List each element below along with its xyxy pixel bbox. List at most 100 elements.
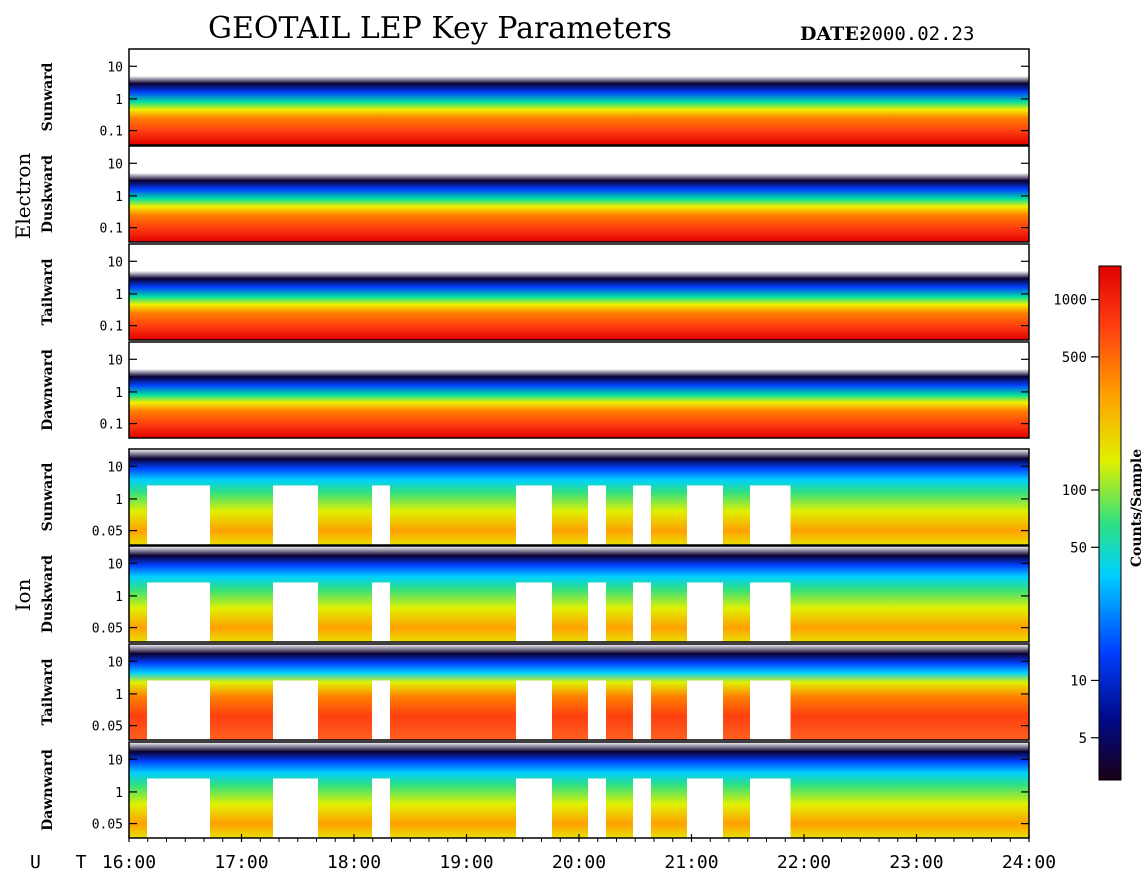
panel-electron-tailward: Tailward 10 1 0.1 <box>40 243 1030 341</box>
colorbar-tick-label: 5 <box>1079 731 1087 747</box>
data-gap <box>588 680 606 740</box>
y-tick-label: 1 <box>115 386 123 401</box>
spectrogram-fill <box>129 342 1029 438</box>
spectrogram-fill <box>129 546 1029 642</box>
spectrogram-fill <box>129 49 1029 145</box>
colorbar-label: Counts/Sample <box>1129 449 1142 567</box>
y-tick-label: 1 <box>115 288 123 303</box>
y-tick-label: 10 <box>107 353 123 368</box>
colorbar-tick-label: 1000 <box>1053 293 1087 309</box>
panel-frame <box>128 643 1030 741</box>
panel-direction-label: Tailward <box>40 658 56 725</box>
y-tick-label: 10 <box>107 557 123 572</box>
data-gap <box>147 582 210 642</box>
y-tick-label: 0.1 <box>100 222 123 237</box>
y-tick-label: 1 <box>115 93 123 108</box>
panel-direction-label: Tailward <box>40 258 56 325</box>
y-tick-label: 1 <box>115 590 123 605</box>
spectrogram-fill <box>129 644 1029 740</box>
panel-frame <box>128 341 1030 439</box>
data-gap <box>633 582 651 642</box>
panel-direction-label: Duskward <box>40 155 56 233</box>
spectrogram-fill <box>129 244 1029 340</box>
colorbar-tick-label: 500 <box>1062 350 1087 366</box>
data-gap <box>687 582 723 642</box>
data-gap <box>273 582 318 642</box>
panel-frame <box>128 48 1030 146</box>
panel-electron-duskward: Duskward 10 1 0.1 <box>40 145 1030 243</box>
data-gap <box>633 778 651 838</box>
panel-direction-label: Sunward <box>40 62 56 131</box>
y-tick-label: 1 <box>115 190 123 205</box>
x-tick-label: 17:00 <box>214 852 268 873</box>
data-gap <box>633 680 651 740</box>
data-gap <box>273 778 318 838</box>
group-label-electron: Electron <box>11 153 35 240</box>
panel-ion-tailward: Tailward 10 1 0.05 <box>40 643 1030 741</box>
data-gap <box>588 582 606 642</box>
y-tick-label: 1 <box>115 786 123 801</box>
panel-direction-label: Dawnward <box>40 349 56 431</box>
data-gap <box>516 485 552 545</box>
y-tick-label: 1 <box>115 493 123 508</box>
data-gap <box>750 485 791 545</box>
panel-direction-label: Duskward <box>40 555 56 633</box>
y-tick-label: 0.05 <box>92 818 123 833</box>
y-tick-label: 10 <box>107 753 123 768</box>
data-gap <box>372 680 390 740</box>
panel-direction-label: Sunward <box>40 462 56 531</box>
y-tick-label: 10 <box>107 157 123 172</box>
y-tick-label: 0.1 <box>100 418 123 433</box>
data-gap <box>516 778 552 838</box>
x-tick-label: 24:00 <box>1002 852 1056 873</box>
panel-ion-dawnward: Dawnward 10 1 0.05 <box>40 741 1030 839</box>
x-axis-label: U T <box>30 852 99 873</box>
data-gap <box>372 778 390 838</box>
x-tick-label: 16:00 <box>102 852 156 873</box>
date-label: DATE: <box>800 23 866 45</box>
date-value: 2000.02.23 <box>860 23 974 45</box>
colorbar-tick-label: 100 <box>1062 483 1087 499</box>
data-gap <box>273 680 318 740</box>
data-gap <box>273 485 318 545</box>
panel-direction-label: Dawnward <box>40 749 56 831</box>
panel-electron-sunward: Sunward 10 1 0.1 <box>40 48 1030 146</box>
y-tick-label: 10 <box>107 60 123 75</box>
x-tick-label: 23:00 <box>889 852 943 873</box>
data-gap <box>750 680 791 740</box>
y-tick-label: 0.1 <box>100 125 123 140</box>
y-tick-label: 0.05 <box>92 525 123 540</box>
colorbar-tick-label: 50 <box>1070 540 1087 556</box>
spectrogram-panels: Sunward 10 1 0.1 Duskward 10 1 0.1 Tailward 10 1 0.… <box>40 48 1030 839</box>
panel-frame <box>128 243 1030 341</box>
panel-frame <box>128 145 1030 243</box>
data-gap <box>147 485 210 545</box>
data-gap <box>516 582 552 642</box>
data-gap <box>687 485 723 545</box>
data-gap <box>372 485 390 545</box>
spectrogram-fill <box>129 449 1029 545</box>
data-gap <box>516 680 552 740</box>
x-tick-label: 21:00 <box>664 852 718 873</box>
y-tick-label: 0.05 <box>92 622 123 637</box>
data-gap <box>750 778 791 838</box>
y-tick-label: 1 <box>115 688 123 703</box>
panel-frame <box>128 448 1030 546</box>
colorbar <box>1098 265 1122 781</box>
y-tick-label: 0.1 <box>100 320 123 335</box>
x-tick-label: 19:00 <box>439 852 493 873</box>
spectrogram-fill <box>129 146 1029 242</box>
data-gap <box>588 485 606 545</box>
y-tick-label: 10 <box>107 460 123 475</box>
panel-frame <box>128 545 1030 643</box>
data-gap <box>687 778 723 838</box>
data-gap <box>588 778 606 838</box>
colorbar-tick-label: 10 <box>1070 673 1087 689</box>
time-axis: 16:00 17:00 18:00 19:00 20:00 21:00 22:00 23:00… <box>102 834 1056 873</box>
data-gap <box>633 485 651 545</box>
data-gap <box>372 582 390 642</box>
data-gap <box>750 582 791 642</box>
spectrogram-fill <box>129 742 1029 838</box>
panel-electron-dawnward: Dawnward 10 1 0.1 <box>40 341 1030 439</box>
